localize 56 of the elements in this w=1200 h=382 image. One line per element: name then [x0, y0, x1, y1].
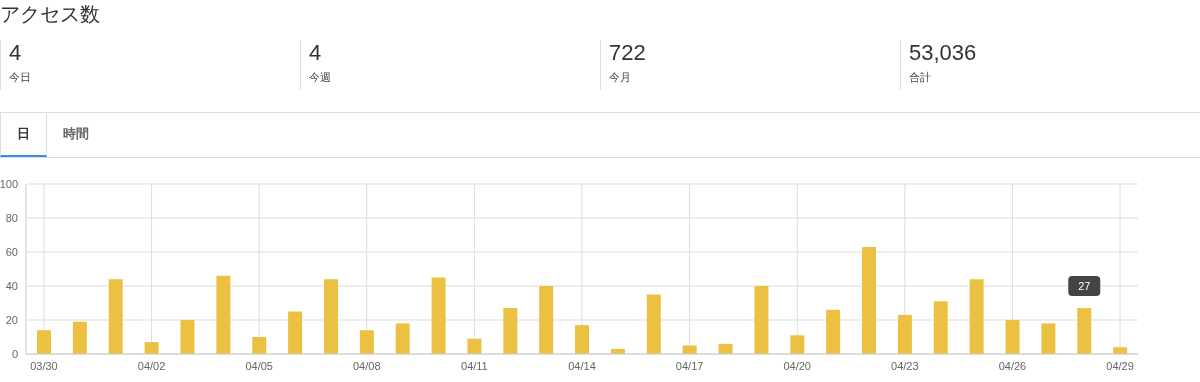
y-tick-label: 0: [11, 347, 18, 360]
bar: [646, 294, 661, 354]
text: 合計: [909, 70, 932, 85]
bar: [969, 279, 984, 354]
x-tick-label: 04/02: [137, 359, 166, 372]
bar: [862, 246, 877, 354]
bar: [897, 314, 912, 354]
y-tick-label: 100: [0, 177, 18, 190]
bar: [323, 279, 338, 354]
bar: [754, 286, 769, 354]
chart-title: アクセス数: [0, 2, 101, 27]
text: 時間: [62, 125, 90, 143]
bar: [575, 325, 590, 354]
bar: [37, 330, 51, 354]
bar: [108, 279, 123, 354]
x-tick-label: 04/20: [783, 359, 811, 372]
text: 4: [309, 40, 323, 66]
bar: [144, 342, 159, 354]
bar: [288, 311, 303, 354]
text: 今月: [609, 70, 632, 85]
data-label: 27: [1078, 280, 1091, 293]
text: 53,036: [909, 40, 978, 66]
x-tick-label: 04/05: [245, 359, 273, 372]
text: 今週: [309, 70, 332, 85]
x-tick-label: 03/30: [30, 359, 58, 372]
x-tick-label: 04/29: [1106, 359, 1134, 372]
x-tick-label: 04/26: [998, 359, 1027, 372]
bar: [826, 309, 841, 354]
bar: [467, 338, 482, 354]
bar: [933, 301, 948, 354]
text: 日: [0, 113, 47, 157]
y-tick-label: 80: [5, 211, 18, 224]
bar: [790, 335, 805, 354]
bar: [539, 286, 554, 354]
bar: [359, 330, 374, 354]
x-tick-label: 04/17: [675, 359, 704, 372]
bar: [503, 308, 518, 354]
x-tick-label: 04/14: [568, 359, 596, 372]
bar: [1041, 323, 1056, 354]
bar: [252, 337, 267, 354]
bar: [1077, 308, 1092, 354]
bar: [1005, 320, 1020, 354]
y-tick-label: 20: [5, 313, 18, 326]
bar: [395, 323, 410, 354]
text: 722: [609, 40, 647, 66]
x-tick-label: 04/11: [461, 359, 488, 372]
x-tick-label: 04/23: [891, 359, 919, 372]
bar: [180, 320, 195, 354]
y-tick-label: 40: [5, 279, 18, 292]
bar: [216, 275, 231, 354]
bar: [431, 277, 446, 354]
y-tick-label: 60: [5, 245, 18, 258]
x-tick-label: 04/08: [353, 359, 381, 372]
text: 今日: [9, 70, 32, 85]
text: 4: [9, 40, 23, 66]
bar: [72, 321, 87, 354]
